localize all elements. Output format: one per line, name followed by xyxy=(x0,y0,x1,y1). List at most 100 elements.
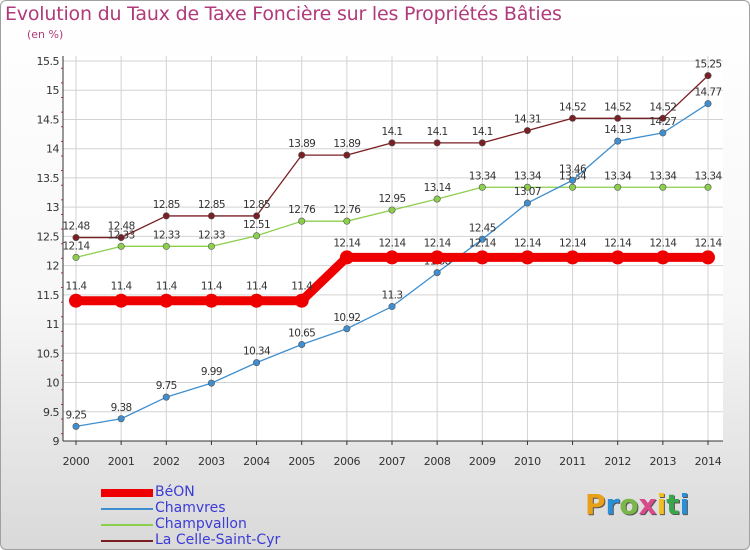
data-label-la-celle-saint-cyr: 12.48 xyxy=(108,221,135,233)
data-point-b-on xyxy=(565,250,580,265)
x-tick-label: 2010 xyxy=(514,455,541,468)
data-label-la-celle-saint-cyr: 12.85 xyxy=(153,199,180,211)
legend-swatch xyxy=(101,540,153,542)
data-point-b-on xyxy=(475,250,490,265)
logo-letter: i xyxy=(656,488,667,521)
legend-label: Chamvres xyxy=(155,500,226,516)
data-label-b-on: 11.4 xyxy=(291,281,313,293)
y-tick-label: 14.5 xyxy=(37,113,60,126)
data-point-champvallon xyxy=(207,242,215,250)
data-point-chamvres xyxy=(117,415,125,423)
data-label-b-on: 12.14 xyxy=(649,237,677,249)
data-label-chamvres: 14.27 xyxy=(649,116,676,128)
data-label-la-celle-saint-cyr: 12.48 xyxy=(62,221,89,233)
x-tick-label: 2014 xyxy=(695,455,722,468)
data-point-la-celle-saint-cyr xyxy=(569,114,577,122)
data-point-chamvres xyxy=(298,341,306,349)
data-point-la-celle-saint-cyr xyxy=(704,72,712,80)
data-point-b-on xyxy=(339,250,354,265)
data-label-b-on: 12.14 xyxy=(694,237,722,249)
data-label-champvallon: 12.76 xyxy=(333,204,361,216)
data-point-la-celle-saint-cyr xyxy=(72,234,80,242)
data-point-la-celle-saint-cyr xyxy=(614,114,622,122)
data-point-b-on xyxy=(701,250,715,265)
y-tick-label: 10 xyxy=(46,377,59,390)
data-point-b-on xyxy=(655,250,670,265)
data-label-chamvres: 9.75 xyxy=(156,380,177,392)
data-point-chamvres xyxy=(659,129,667,137)
data-point-chamvres xyxy=(72,422,80,430)
data-label-champvallon: 13.34 xyxy=(514,170,542,182)
data-label-chamvres: 9.38 xyxy=(111,402,132,414)
data-label-b-on: 11.4 xyxy=(246,281,268,293)
data-point-champvallon xyxy=(569,183,577,191)
x-tick-label: 2001 xyxy=(108,455,135,468)
legend-label: Champvallon xyxy=(155,516,247,532)
x-tick-label: 2005 xyxy=(288,455,315,468)
data-label-chamvres: 14.13 xyxy=(604,124,631,136)
data-label-champvallon: 12.33 xyxy=(153,229,180,241)
data-point-b-on xyxy=(294,293,309,308)
x-tick-label: 2008 xyxy=(424,455,451,468)
data-point-chamvres xyxy=(343,325,351,333)
data-label-champvallon: 12.95 xyxy=(378,193,405,205)
data-label-champvallon: 12.33 xyxy=(108,229,135,241)
chart-unit-label: (en %) xyxy=(27,28,64,41)
data-point-b-on xyxy=(430,250,445,265)
data-label-b-on: 12.14 xyxy=(424,237,452,249)
logo-letter: P xyxy=(585,488,606,521)
y-tick-label: 11 xyxy=(46,318,59,331)
data-label-chamvres: 11.3 xyxy=(382,290,403,302)
data-label-la-celle-saint-cyr: 15.25 xyxy=(694,59,721,71)
data-label-champvallon: 13.34 xyxy=(649,170,677,182)
data-label-la-celle-saint-cyr: 14.1 xyxy=(382,126,403,138)
plot-area xyxy=(63,56,723,441)
data-point-la-celle-saint-cyr xyxy=(117,234,125,242)
data-point-b-on xyxy=(610,250,625,265)
data-point-la-celle-saint-cyr xyxy=(253,212,261,220)
data-point-champvallon xyxy=(298,217,306,225)
data-label-chamvres: 14.77 xyxy=(694,87,721,99)
data-label-chamvres: 12.45 xyxy=(469,222,496,234)
data-point-chamvres xyxy=(433,269,441,277)
data-point-chamvres xyxy=(478,235,486,243)
data-label-champvallon: 12.33 xyxy=(198,229,225,241)
data-label-champvallon: 13.34 xyxy=(604,170,632,182)
x-tick-label: 2007 xyxy=(379,455,406,468)
data-label-b-on: 11.4 xyxy=(201,281,223,293)
data-label-chamvres: 10.34 xyxy=(243,346,271,358)
proxiti-logo: Proxiti xyxy=(585,488,689,521)
data-point-b-on xyxy=(520,250,535,265)
data-point-champvallon xyxy=(343,217,351,225)
data-point-chamvres xyxy=(704,100,712,108)
data-label-chamvres: 9.99 xyxy=(201,366,222,378)
data-point-champvallon xyxy=(704,183,712,191)
data-point-la-celle-saint-cyr xyxy=(523,127,531,135)
legend-swatch xyxy=(101,489,153,497)
data-point-la-celle-saint-cyr xyxy=(298,151,306,159)
data-point-b-on xyxy=(249,293,264,308)
y-tick-label: 12 xyxy=(46,260,59,273)
data-label-b-on: 11.4 xyxy=(66,281,88,293)
data-point-champvallon xyxy=(253,232,261,240)
x-tick-label: 2012 xyxy=(604,455,631,468)
data-label-b-on: 12.14 xyxy=(469,237,497,249)
data-label-chamvres: 13.46 xyxy=(559,163,587,175)
data-label-champvallon: 12.76 xyxy=(288,204,316,216)
data-point-champvallon xyxy=(388,206,396,214)
data-label-chamvres: 13.07 xyxy=(514,186,541,198)
data-point-b-on xyxy=(114,293,129,308)
legend-label: BéON xyxy=(155,484,195,500)
y-tick-label: 11.5 xyxy=(37,289,60,302)
data-point-b-on xyxy=(204,293,219,308)
legend-label: La Celle-Saint-Cyr xyxy=(155,532,281,548)
data-point-b-on xyxy=(159,293,174,308)
data-label-chamvres: 9.25 xyxy=(66,409,87,421)
x-tick-label: 2003 xyxy=(198,455,225,468)
data-point-b-on xyxy=(69,293,83,308)
logo-letter: r xyxy=(605,488,620,521)
data-label-b-on: 11.4 xyxy=(156,281,178,293)
data-point-champvallon xyxy=(433,195,441,203)
x-tick-label: 2009 xyxy=(469,455,496,468)
